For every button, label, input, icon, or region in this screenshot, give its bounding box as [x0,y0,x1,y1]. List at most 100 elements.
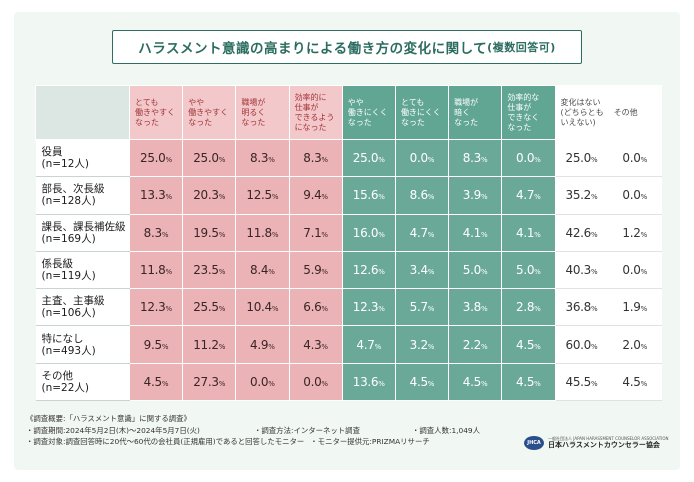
value-number: 8.4 [250,262,269,277]
value-cell: 4.5% [607,362,663,402]
value-number: 36.8 [565,300,592,315]
percent-unit: % [161,230,169,239]
table-row: 特になし (n=493人) 9.5% 11.2% 4.9% 4.3% 4.7% 3.2% 2.2… [35,325,663,364]
percent-unit: % [640,342,648,351]
value-cell: 4.7% [501,176,556,215]
value-cell: 25.0% [341,138,396,178]
value-number: 25.0 [565,151,592,166]
value-number: 3.2 [409,337,428,352]
row-label: 主査、主事級 (n=106人) [35,288,130,327]
logo-text: 一般社団法人 JAPAN HARASSMENT COUNSELOR ASSOCI… [548,436,668,450]
value-number: 4.3 [303,337,322,352]
column-header-6: とても 働きにくく なった [394,85,450,140]
value-cell: 3.9% [448,176,503,215]
value-cell: 4.3% [288,325,343,364]
row-label: 係長級 (n=119人) [35,250,130,290]
value-cell: 4.1% [448,213,503,252]
value-number: 8.3 [303,151,322,166]
percent-unit: % [534,342,541,351]
percent-unit: % [321,267,329,276]
value-cell: 5.7% [394,288,450,327]
percent-unit: % [427,267,435,276]
table-row: 部長、次長級 (n=128人) 13.3% 20.3% 12.5% 9.4% 15.6% 8.… [35,176,663,215]
value-number: 13.6 [352,374,379,389]
value-cell: 10.4% [235,288,290,327]
value-number: 4.7 [356,337,375,352]
value-number: 2.8 [515,300,535,315]
value-number: 4.5 [515,374,535,389]
value-number: 5.9 [303,262,322,277]
percent-unit: % [640,230,648,239]
value-number: 4.5 [462,374,481,389]
column-header-5: やや 働きにくく なった [341,85,396,140]
value-cell: 25.0% [554,138,609,178]
value-cell: 45.5% [554,362,609,402]
percent-unit: % [378,305,385,314]
value-number: 13.3 [140,188,166,203]
value-cell: 0.0% [288,362,343,402]
percent-unit: % [534,305,541,314]
percent-unit: % [271,230,279,239]
percent-unit: % [378,230,385,239]
value-number: 5.0 [515,262,535,277]
value-cell: 11.2% [182,325,237,364]
value-cell: 15.6% [341,176,396,215]
row-sample-size: (n=22人) [41,381,90,394]
value-cell: 36.8% [554,288,609,327]
row-sample-size: (n=106人) [41,307,96,320]
value-number: 4.5 [622,374,641,389]
value-number: 4.5 [143,374,162,389]
percent-unit: % [480,230,488,239]
value-cell: 2.8% [501,288,556,327]
title-sub: (複数回答可) [487,41,556,54]
percent-unit: % [165,305,173,314]
logo-small-text: 一般社団法人 JAPAN HARASSMENT COUNSELOR ASSOCI… [548,436,669,441]
percent-unit: % [321,342,329,351]
value-number: 5.7 [409,300,428,315]
note-method: ・調査方法:インターネット調査 [254,425,360,435]
row-label-text: 課長、課長補佐級 [41,220,126,233]
percent-unit: % [534,267,541,276]
logo-name: 日本ハラスメントカウンセラー協会 [548,441,660,449]
percent-unit: % [427,230,435,239]
value-cell: 13.6% [341,362,396,402]
value-cell: 7.1% [288,213,343,252]
percent-unit: % [640,156,648,165]
value-cell: 4.5% [394,362,450,402]
value-number: 0.0 [622,151,641,166]
row-label: その他 (n=22人) [35,362,130,402]
value-number: 9.4 [303,188,322,203]
value-cell: 2.2% [448,325,503,364]
row-label: 役員 (n=12人) [35,138,130,178]
percent-unit: % [378,193,385,202]
percent-unit: % [218,230,226,239]
row-label-text: 部長、次長級 [41,183,105,196]
row-label-text: 役員 [41,146,63,159]
row-sample-size: (n=12人) [41,158,90,171]
percent-unit: % [218,193,226,202]
value-cell: 6.6% [288,288,343,327]
value-cell: 3.8% [448,288,503,327]
percent-unit: % [161,379,169,388]
percent-unit: % [268,156,275,165]
percent-unit: % [378,156,385,165]
value-number: 8.6 [409,188,428,203]
column-header-4: 効率的に 仕事が できるよう になった [288,85,343,140]
value-number: 4.7 [409,225,428,240]
percent-unit: % [161,342,169,351]
value-cell: 25.5% [182,288,237,327]
value-cell: 11.8% [235,213,290,252]
value-cell: 27.3% [182,362,237,402]
value-number: 25.0 [193,151,219,166]
table-row: その他 (n=22人) 4.5% 27.3% 0.0% 0.0% 13.6% 4.5% 4.5%… [35,362,663,402]
value-number: 4.7 [515,188,535,203]
value-cell: 5.9% [288,250,343,290]
value-cell: 16.0% [341,213,396,252]
value-number: 3.4 [409,262,428,277]
value-cell: 5.0% [501,250,556,290]
value-cell: 8.3% [448,138,503,178]
value-number: 4.1 [515,225,535,240]
value-number: 12.3 [140,300,166,315]
value-number: 4.1 [462,225,481,240]
value-cell: 0.0% [607,138,663,178]
